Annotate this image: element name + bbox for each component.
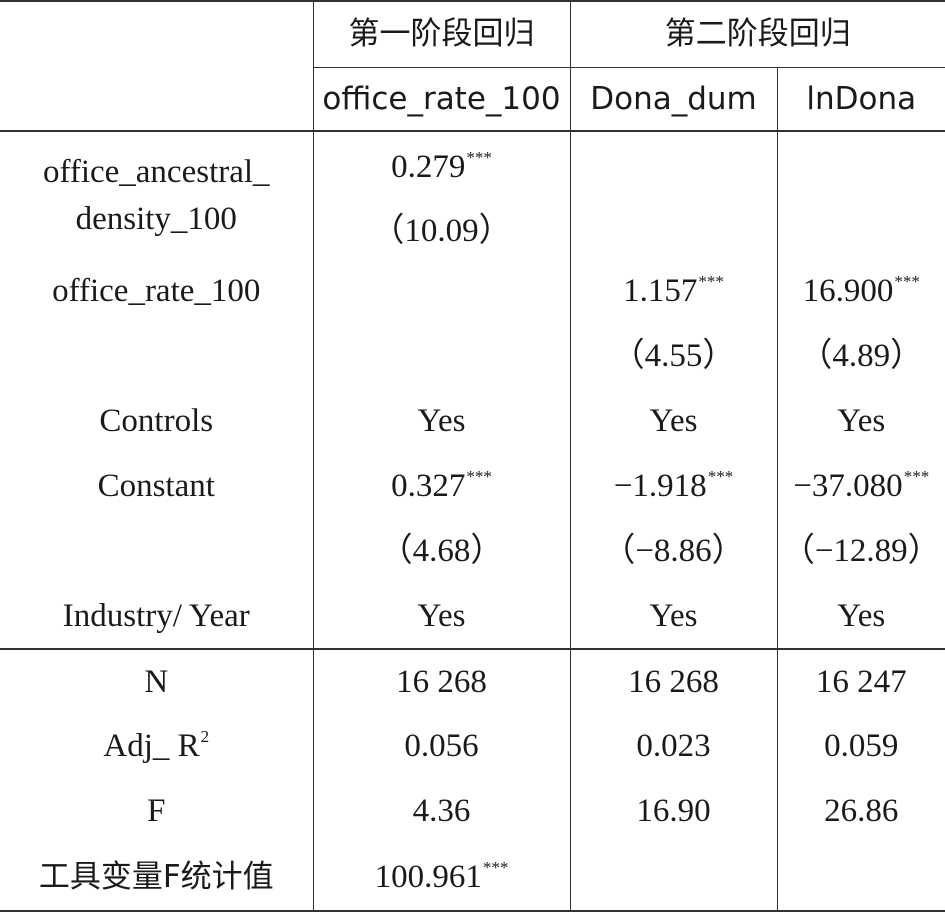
row-label-adj-r2: Adj_ R2 (0, 714, 313, 779)
coef-value: 16.900 (802, 273, 894, 310)
table-row: Controls Yes Yes Yes (0, 389, 945, 454)
table-row: （10.09） (0, 203, 945, 259)
table-row: Constant 0.327*** −1.918*** −37.080*** (0, 454, 945, 519)
empty-label-cell (0, 324, 313, 389)
empty-cell (569, 130, 777, 203)
value-cell: 0.059 (776, 714, 945, 779)
value-cell: 0.023 (569, 714, 777, 779)
header-row-stage: 第一阶段回归 第二阶段回归 (0, 0, 945, 67)
table-row: Adj_ R2 0.056 0.023 0.059 (0, 714, 945, 779)
value-cell: 26.86 (776, 779, 945, 844)
coef-value: 100.961 (374, 858, 482, 895)
coef-cell: 0.327*** (312, 454, 570, 519)
value-cell: 4.36 (312, 779, 570, 844)
t-stat-cell: （4.55） (569, 324, 777, 389)
row-label-industry-year: Industry/ Year (62, 597, 250, 634)
row-label-f: F (147, 793, 166, 830)
value-cell: Yes (776, 389, 945, 454)
value-cell: 16.90 (569, 779, 777, 844)
empty-cell (776, 844, 945, 912)
header-stage1: 第一阶段回归 (312, 0, 570, 67)
value-cell: Yes (569, 389, 777, 454)
significance-stars: *** (894, 272, 920, 292)
row-label-controls: Controls (99, 403, 214, 440)
row-label-office-rate: office_rate_100 (52, 273, 261, 310)
empty-cell (312, 324, 570, 389)
t-stat-cell: （10.09） (312, 203, 570, 259)
row-label-ancestral: office_ancestral_ density_100 (0, 130, 313, 259)
coef-value: −37.080 (793, 468, 903, 505)
significance-stars: *** (707, 467, 734, 487)
coef-value: 1.157 (623, 273, 698, 310)
table-row: N 16 268 16 268 16 247 (0, 648, 945, 714)
empty-cell (569, 203, 777, 259)
significance-stars: *** (903, 467, 930, 487)
empty-label-cell (0, 519, 313, 584)
coef-cell: 0.279*** (312, 130, 570, 203)
superscript-2: 2 (200, 727, 210, 747)
header-stage2: 第二阶段回归 (569, 0, 945, 67)
row-label-line: density_100 (75, 200, 237, 237)
header-corner-cell (0, 0, 313, 67)
significance-stars: *** (466, 148, 492, 168)
coef-value: 0.279 (391, 149, 466, 186)
coef-cell: 1.157*** (569, 259, 777, 324)
header-row-vars: office_rate_100 Dona_dum lnDona (0, 66, 945, 131)
row-label-constant: Constant (97, 468, 215, 505)
row-label-main: Adj_ R (103, 728, 200, 765)
empty-cell (776, 203, 945, 259)
value-cell: 16 268 (312, 648, 570, 714)
t-stat-cell: （−8.86） (569, 519, 777, 584)
coef-cell: −1.918*** (569, 454, 777, 519)
t-stat-cell: （4.68） (312, 519, 570, 584)
header-col-office-rate: office_rate_100 (312, 66, 570, 131)
table-row: F 4.36 16.90 26.86 (0, 779, 945, 844)
row-label-line: office_ancestral_ (42, 153, 270, 190)
coef-value: 0.327 (391, 468, 466, 505)
row-label-n: N (0, 648, 313, 714)
table-row: （4.55） （4.89） (0, 324, 945, 389)
value-cell: Yes (776, 584, 945, 649)
coef-cell: 16.900*** (776, 259, 945, 324)
t-stat-cell: （−12.89） (776, 519, 945, 584)
value-cell: Yes (312, 389, 570, 454)
header-col-dona-dum: Dona_dum (569, 66, 777, 131)
table-row: 工具变量F统计值 100.961*** (0, 844, 945, 912)
value-cell: 0.056 (312, 714, 570, 779)
coef-cell: −37.080*** (776, 454, 945, 519)
table-row: Industry/ Year Yes Yes Yes (0, 584, 945, 649)
significance-stars: *** (482, 857, 509, 877)
row-label-iv-f: 工具变量F统计值 (0, 844, 313, 912)
value-cell: 16 268 (569, 648, 777, 714)
empty-cell (776, 130, 945, 203)
header-col-lndona: lnDona (776, 66, 945, 131)
header-empty-cell (0, 67, 313, 131)
table-row: （4.68） （−8.86） （−12.89） (0, 519, 945, 584)
value-cell: 16 247 (776, 648, 945, 714)
table-row: office_ancestral_ density_100 0.279*** (0, 130, 945, 259)
empty-cell (569, 844, 777, 912)
table-row: office_rate_100 1.157*** 16.900*** (0, 259, 945, 324)
significance-stars: *** (698, 272, 724, 292)
significance-stars: *** (466, 467, 492, 487)
value-cell: Yes (569, 584, 777, 649)
coef-cell: 100.961*** (312, 844, 570, 912)
empty-cell (312, 259, 570, 324)
value-cell: Yes (312, 584, 570, 649)
t-stat-cell: （4.89） (776, 324, 945, 389)
coef-value: −1.918 (613, 468, 707, 505)
